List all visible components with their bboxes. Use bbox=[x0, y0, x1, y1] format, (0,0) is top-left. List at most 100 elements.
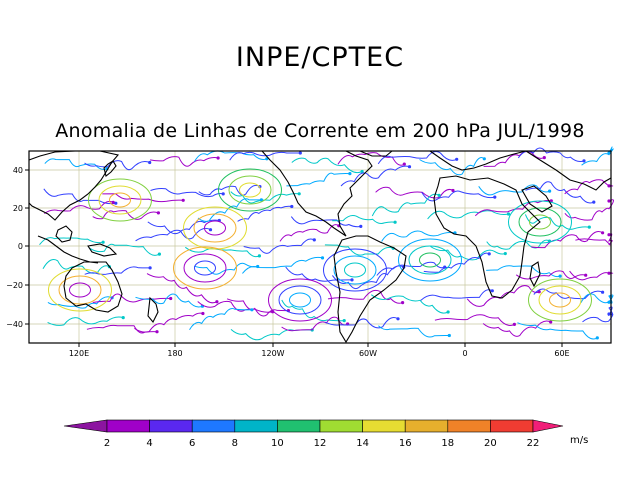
streamline bbox=[421, 190, 495, 202]
streamline-arrowhead bbox=[493, 195, 497, 199]
streamline-arrowhead bbox=[582, 159, 586, 163]
lon-label-60w: 60W bbox=[359, 349, 377, 358]
streamline bbox=[135, 227, 211, 242]
colorbar-segment bbox=[490, 419, 534, 433]
streamlines bbox=[39, 146, 614, 341]
streamline-arrowhead bbox=[601, 231, 605, 235]
vortex-streamline bbox=[88, 178, 152, 222]
streamline-arrowhead bbox=[101, 240, 105, 244]
coastline-arabia bbox=[521, 185, 553, 213]
coastline-newzealand bbox=[147, 296, 159, 323]
coastline-north-america bbox=[261, 150, 373, 237]
coastline-greenland bbox=[359, 150, 393, 157]
colorbar-label: 20 bbox=[484, 438, 497, 449]
streamline-arrowhead bbox=[542, 156, 546, 160]
streamline-arrowhead bbox=[148, 160, 152, 165]
colorbar-label: 14 bbox=[356, 438, 369, 449]
colorbar-segment bbox=[106, 419, 150, 433]
streamline bbox=[286, 172, 350, 187]
streamline bbox=[84, 160, 150, 171]
streamline-arrowhead bbox=[601, 290, 605, 294]
colorbar-label: 18 bbox=[441, 438, 454, 449]
streamline-arrowhead bbox=[393, 220, 397, 224]
streamline bbox=[533, 288, 603, 300]
map-background bbox=[29, 151, 611, 343]
vortex-streamline bbox=[398, 238, 462, 282]
colorbar-label: 10 bbox=[271, 438, 284, 449]
streamline bbox=[332, 215, 396, 224]
lon-label-60e: 60E bbox=[554, 349, 569, 358]
colorbar-segment bbox=[362, 419, 406, 433]
streamline bbox=[324, 316, 399, 329]
streamline bbox=[524, 214, 590, 230]
coastline-australia bbox=[63, 261, 123, 313]
streamline bbox=[134, 312, 204, 333]
streamline bbox=[517, 322, 598, 340]
vortex-streamline bbox=[538, 285, 582, 315]
streamline bbox=[290, 216, 361, 228]
streamline bbox=[150, 188, 224, 198]
streamline-arrowhead bbox=[121, 316, 125, 320]
streamline bbox=[337, 152, 405, 166]
colorbar-segment bbox=[149, 419, 193, 433]
vortex-streamline bbox=[518, 207, 562, 237]
colorbar-unit: m/s bbox=[570, 435, 588, 446]
map-title: Anomalia de Linhas de Corrente em 200 hP… bbox=[55, 120, 585, 142]
streamline bbox=[575, 233, 613, 246]
streamline bbox=[483, 150, 545, 167]
colorbar-label: 6 bbox=[189, 438, 195, 449]
streamline bbox=[281, 316, 348, 332]
vortex-streamline bbox=[268, 278, 332, 322]
vortex-streamline bbox=[344, 262, 366, 278]
streamline-arrowhead bbox=[148, 266, 152, 270]
streamline bbox=[88, 243, 160, 256]
coastlines bbox=[28, 150, 612, 344]
lat-label-eq: 0 bbox=[18, 242, 23, 251]
colorbar-label: 12 bbox=[314, 438, 327, 449]
streamline bbox=[324, 244, 394, 256]
streamline-arrowhead bbox=[156, 211, 160, 215]
colorbar-label: 22 bbox=[527, 438, 540, 449]
colorbar-segment bbox=[277, 419, 321, 433]
streamline-arrowhead bbox=[607, 300, 611, 304]
streamline bbox=[327, 289, 403, 304]
streamline-arrowhead bbox=[607, 199, 611, 203]
streamline bbox=[427, 210, 509, 220]
vortex-streamline bbox=[98, 185, 142, 215]
colorbar-label: 4 bbox=[146, 438, 152, 449]
vortex-streamline bbox=[289, 292, 311, 308]
vortex-streamline bbox=[228, 175, 272, 205]
streamline bbox=[92, 210, 159, 220]
coastline-japan bbox=[103, 160, 117, 177]
streamline-arrowhead bbox=[607, 233, 611, 237]
vortex-streamline bbox=[204, 220, 226, 236]
streamline-arrowhead bbox=[607, 151, 611, 155]
streamline bbox=[478, 184, 550, 196]
streamline-arrowhead bbox=[607, 271, 611, 275]
latitude-axis bbox=[25, 169, 29, 325]
streamline-arrowhead bbox=[114, 201, 118, 205]
vortex-streamline bbox=[278, 285, 322, 315]
streamline bbox=[381, 230, 456, 242]
colorbar-segment bbox=[191, 419, 236, 433]
streamline-arrowhead bbox=[359, 224, 363, 228]
streamline-arrowhead bbox=[320, 256, 325, 260]
streamline bbox=[279, 224, 340, 242]
vortex-streamline bbox=[194, 260, 216, 276]
vortex-streamline bbox=[508, 200, 572, 244]
organization-title: INPE/CPTEC bbox=[235, 42, 405, 73]
streamline-arrowhead bbox=[558, 274, 562, 278]
lat-label-20s: −20 bbox=[6, 281, 23, 290]
streamline-arrowhead bbox=[455, 157, 459, 161]
streamline bbox=[44, 200, 114, 215]
streamline bbox=[39, 237, 104, 246]
streamline-arrowhead bbox=[350, 278, 354, 282]
coastline-madagascar bbox=[529, 261, 541, 288]
streamline bbox=[377, 151, 457, 165]
colorbar-max-arrow bbox=[532, 419, 564, 433]
streamline bbox=[146, 273, 218, 304]
lon-label-180: 180 bbox=[167, 349, 182, 358]
streamline bbox=[229, 151, 301, 161]
coastline-africa bbox=[433, 175, 541, 299]
